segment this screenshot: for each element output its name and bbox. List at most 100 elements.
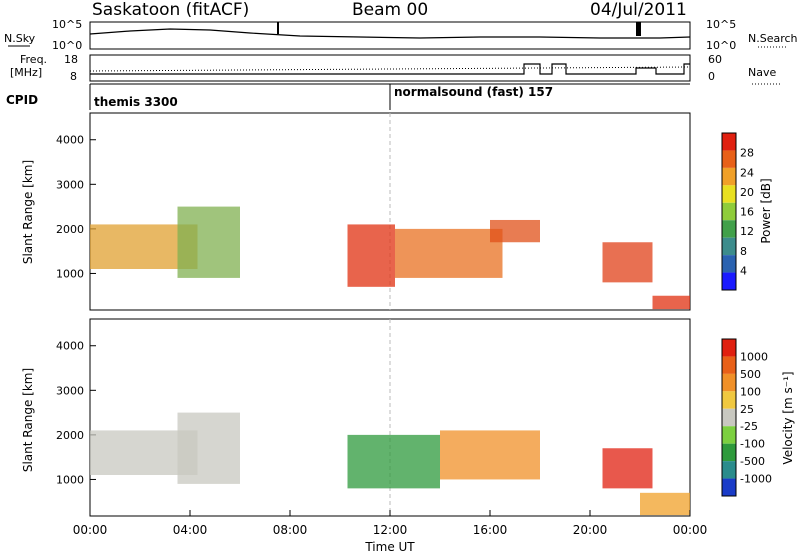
colorbar-segment-4: [722, 408, 736, 427]
velocity-panel: Slant Range [km] 1000 2000 3000 4000 1000 50…: [21, 318, 795, 517]
power-ylabel: Slant Range [km]: [21, 160, 35, 264]
cpid-panel: CPID themis 3300 normalsound (fast) 157: [6, 83, 690, 110]
colorbar-segment-5: [722, 220, 736, 238]
x-tick-labels: 00:00 04:00 08:00 12:00 16:00 20:00 00:00: [73, 510, 708, 537]
beam-title: Beam 00: [352, 0, 429, 20]
power-panel: Slant Range [km] 1000 2000 3000 4000 28 24 20…: [21, 112, 773, 311]
power-bands: [90, 206, 690, 310]
colorbar-tick-label: -500: [740, 455, 765, 468]
colorbar-tick-label: 24: [740, 166, 754, 179]
echo-band-1: [177, 206, 240, 278]
x-tick-label: 08:00: [273, 523, 308, 537]
colorbar-tick-label: 8: [740, 245, 747, 258]
power-ticks: 1000 2000 3000 4000: [56, 134, 96, 280]
echo-band-5: [602, 242, 653, 283]
x-tick-label: 00:00: [673, 523, 708, 537]
strip1-right-tick-bottom: 10^0: [706, 39, 736, 52]
echo-band-2: [347, 224, 395, 287]
colorbar-segment-8: [722, 478, 736, 496]
date-title: 04/Jul/2011: [590, 0, 687, 20]
colorbar-tick-label: 28: [740, 147, 754, 160]
station-title: Saskatoon (fitACF): [92, 0, 250, 20]
velocity-colorbar-label: Velocity [m s⁻¹]: [781, 371, 795, 464]
colorbar-segment-8: [722, 272, 736, 290]
echo-band-2: [347, 434, 440, 489]
colorbar-segment-6: [722, 443, 736, 462]
strip1-right-label: N.Search: [748, 32, 798, 45]
y-tick-label: 1000: [56, 267, 84, 280]
x-axis-label: Time UT: [364, 540, 415, 554]
colorbar-segment-1: [722, 356, 736, 374]
colorbar-tick-label: 12: [740, 225, 754, 238]
echo-band-5: [640, 492, 690, 516]
power-colorbar: 28 24 20 16 12 8 4: [721, 132, 754, 291]
colorbar-tick-label: 16: [740, 206, 754, 219]
colorbar-tick-label: 100: [740, 385, 761, 398]
colorbar-tick-label: 20: [740, 186, 754, 199]
strip2-right-tick-bottom: 0: [708, 70, 715, 83]
strip1-left-label: N.Sky: [4, 32, 36, 45]
x-tick-label: 16:00: [473, 523, 508, 537]
cpid-entry-0: themis 3300: [94, 95, 178, 109]
colorbar-segment-5: [722, 426, 736, 444]
strip1-panel: N.Sky 10^5 10^0 10^5 10^0 N.Search: [4, 18, 798, 52]
nsky-spike-2: [636, 22, 641, 36]
echo-band-3: [440, 430, 540, 480]
strip1-left-tick-top: 10^5: [52, 18, 82, 31]
colorbar-tick-label: 25: [740, 403, 754, 416]
echo-band-3: [395, 228, 503, 278]
y-tick-label: 4000: [56, 340, 84, 353]
x-axis: 00:00 04:00 08:00 12:00 16:00 20:00 00:00 Time…: [73, 510, 708, 554]
strip2-right-tick-top: 60: [708, 53, 722, 66]
strip2-left-tick-bottom: 8: [70, 70, 77, 83]
nsky-spike-1: [277, 22, 279, 34]
power-colorbar-label: Power [dB]: [759, 178, 773, 243]
cpid-label: CPID: [6, 93, 38, 107]
colorbar-tick-label: 500: [740, 368, 761, 381]
y-tick-label: 3000: [56, 384, 84, 397]
colorbar-segment-3: [722, 391, 736, 409]
y-tick-label: 4000: [56, 134, 84, 147]
y-tick-label: 2000: [56, 223, 84, 236]
x-tick-label: 04:00: [173, 523, 208, 537]
colorbar-segment-1: [722, 150, 736, 168]
echo-band-1: [177, 412, 240, 484]
echo-band-4: [490, 219, 540, 243]
strip2-frame: [89, 54, 691, 82]
colorbar-tick-label: -1000: [740, 473, 772, 486]
y-tick-label: 2000: [56, 429, 84, 442]
colorbar-tick-label: 4: [740, 264, 747, 277]
x-tick-label: 20:00: [573, 523, 608, 537]
x-tick-label: 00:00: [73, 523, 108, 537]
x-tick-label: 12:00: [373, 523, 408, 537]
echo-band-4: [602, 448, 653, 489]
freq-trace: [90, 63, 690, 75]
nsky-trace: [89, 28, 691, 39]
nave-trace: [89, 66, 691, 72]
echo-band-6: [652, 295, 690, 310]
strip2-panel: Freq. [MHz] 18 8 60 0 Nave: [10, 53, 780, 85]
strip1-right-tick-top: 10^5: [706, 18, 736, 31]
velocity-ylabel: Slant Range [km]: [21, 368, 35, 472]
colorbar-segment-3: [722, 185, 736, 203]
cpid-entry-1: normalsound (fast) 157: [394, 85, 553, 99]
y-tick-label: 1000: [56, 473, 84, 486]
colorbar-tick-label: 1000: [740, 350, 768, 363]
strip1-left-tick-bottom: 10^0: [52, 39, 82, 52]
strip2-left-tick-top: 18: [64, 53, 78, 66]
strip2-left-label-1: Freq.: [20, 53, 47, 66]
velocity-bands: [90, 412, 690, 516]
velocity-colorbar: 1000 500 100 25 -25 -100 -500 -1000: [721, 338, 772, 497]
colorbar-segment-0: [722, 133, 736, 151]
colorbar-frame: [721, 132, 737, 291]
colorbar-segment-2: [722, 167, 736, 186]
colorbar-segment-6: [722, 237, 736, 256]
colorbar-frame: [721, 338, 737, 497]
strip1-frame: [89, 21, 691, 50]
colorbar-segment-7: [722, 461, 736, 479]
strip2-left-label-2: [MHz]: [10, 66, 42, 79]
strip2-right-label: Nave: [748, 66, 776, 79]
colorbar-segment-7: [722, 255, 736, 273]
colorbar-segment-4: [722, 202, 736, 221]
